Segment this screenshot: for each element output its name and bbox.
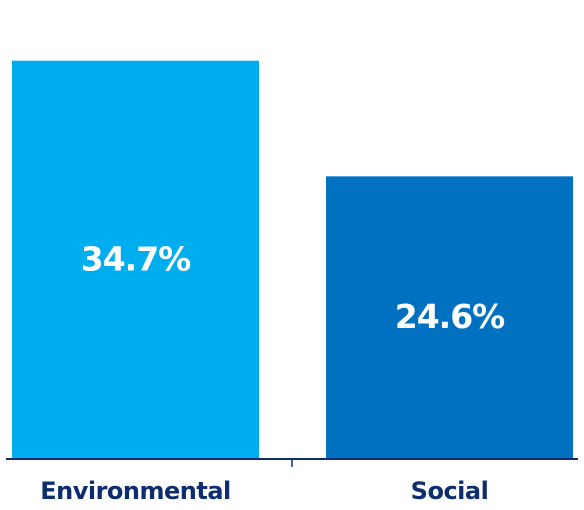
bar-value-label-social: 24.6% [395, 297, 505, 336]
category-label-social: Social [411, 477, 489, 505]
bar-social [326, 176, 573, 458]
bars-group [12, 60, 573, 459]
bar-value-label-environmental: 34.7% [81, 239, 191, 278]
bar-value-labels: 34.7% 24.6% [81, 239, 506, 336]
bar-environmental [12, 60, 259, 459]
category-label-environmental: Environmental [40, 477, 231, 505]
category-labels: Environmental Social [40, 477, 489, 505]
